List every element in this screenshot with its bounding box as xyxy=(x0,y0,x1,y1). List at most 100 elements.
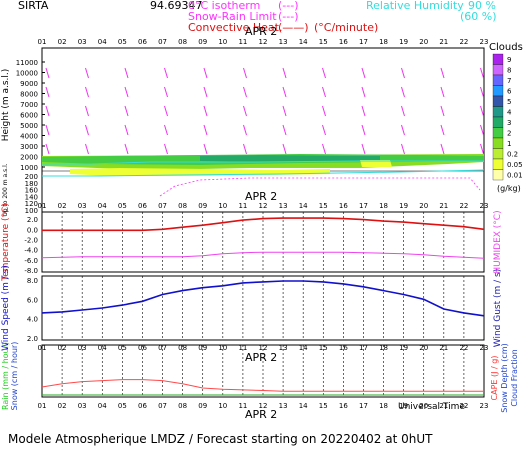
hour-label: 20 xyxy=(419,402,428,410)
hour-label: 03 xyxy=(78,344,87,352)
site-code: 94.69347 xyxy=(150,0,203,12)
hour-label: 01 xyxy=(38,38,47,46)
height-panel-frame xyxy=(41,47,485,213)
hour-label: 08 xyxy=(178,402,187,410)
hour-label: 16 xyxy=(339,344,348,352)
wind-barb xyxy=(361,143,366,155)
isotherm-label: 0°C isotherm xyxy=(188,0,260,12)
hour-label: 23 xyxy=(480,202,489,210)
hour-label: 12 xyxy=(259,344,268,352)
wind-barb xyxy=(401,105,405,117)
wind-barb xyxy=(45,143,50,155)
hour-label: 13 xyxy=(279,344,288,352)
hour-ticks-mid: 01 02 03 04 05 06 07 08 09 10 11 12 13 14 15 16 17 18 19 20… xyxy=(38,202,489,210)
wind-hour-lines xyxy=(61,276,465,340)
hour-label: 21 xyxy=(439,402,448,410)
height-tick-label: 8000 xyxy=(20,91,38,99)
hour-label: 05 xyxy=(118,344,127,352)
wind-barb xyxy=(124,86,129,98)
hour-label: 05 xyxy=(118,202,127,210)
wind-barb xyxy=(164,143,168,155)
rain-line xyxy=(41,379,484,392)
hour-label: 02 xyxy=(58,38,67,46)
rh-90: 90 % xyxy=(468,0,496,12)
clouds-scale-swatch xyxy=(492,85,504,97)
height-low-tick-label: 180 xyxy=(25,180,38,188)
wind-panel: 8.0 6.0 4.0 2.0 Wind Speed (m / s) Wind Gus… xyxy=(1,265,503,364)
hour-label: 16 xyxy=(339,202,348,210)
hour-label: 08 xyxy=(178,202,187,210)
clouds-scale-swatch xyxy=(492,74,504,86)
clouds-scale-swatch xyxy=(492,148,504,160)
hour-label: 20 xyxy=(419,344,428,352)
wind-barb xyxy=(243,143,247,155)
wind-barb xyxy=(124,143,129,155)
temperature-tick-label: 0.0 xyxy=(27,226,38,234)
wind-barb xyxy=(401,86,405,98)
hour-label: 10 xyxy=(218,202,227,210)
hour-label: 02 xyxy=(58,402,67,410)
height-tick-label: 7000 xyxy=(20,101,38,109)
wind-barb xyxy=(85,86,89,98)
hour-label: 11 xyxy=(238,344,247,352)
wind-barb xyxy=(45,105,50,117)
hour-label: 17 xyxy=(359,202,368,210)
temperature-line xyxy=(42,217,485,232)
clouds-scale-swatch xyxy=(492,95,504,107)
hour-label: 03 xyxy=(78,38,87,46)
wind-barb xyxy=(361,124,366,136)
hour-label: 22 xyxy=(459,344,468,352)
hour-label: 13 xyxy=(279,202,288,210)
wind-barb xyxy=(243,86,247,98)
height-low-tick-label: 140 xyxy=(25,193,38,201)
hour-label: 07 xyxy=(158,344,167,352)
hour-label: 03 xyxy=(78,202,87,210)
hour-label: 07 xyxy=(158,402,167,410)
hour-label: 10 xyxy=(218,402,227,410)
convective-unit: (°C/minute) xyxy=(314,21,378,34)
wind-barb xyxy=(401,143,405,155)
hour-label: 20 xyxy=(419,38,428,46)
temperature-tick-label: 2.0 xyxy=(27,216,38,224)
clouds-scale-label: 8 xyxy=(507,67,511,75)
height-low-tick-label: 100 xyxy=(25,207,38,215)
cloud-fraction-ylabel: Cloud Fraction xyxy=(510,349,519,406)
hour-label: 05 xyxy=(118,38,127,46)
wind-barb xyxy=(361,105,366,117)
height-tick-label: 11000 xyxy=(16,59,38,67)
clouds-scale-label: 2 xyxy=(507,130,511,138)
cloud-low-yellow-2 xyxy=(360,160,392,167)
hour-label: 06 xyxy=(138,202,147,210)
footer-title: Modele Atmospherique LMDZ / Forecast sta… xyxy=(8,432,433,446)
hour-label: 03 xyxy=(78,402,87,410)
date-label-mid: APR 2 xyxy=(245,190,277,203)
hour-label: 04 xyxy=(98,402,107,410)
hour-label: 18 xyxy=(379,38,388,46)
snow-ylabel: Snow (cm / hour) xyxy=(10,342,19,411)
hour-label: 11 xyxy=(238,402,247,410)
hour-label: 19 xyxy=(399,344,408,352)
clouds-scale-label: 0.2 xyxy=(507,151,518,159)
precip-panel: 01 02 03 04 05 06 07 08 09 10 11 12 13 14 15 16 17 18 19 20… xyxy=(1,342,519,421)
hour-label: 23 xyxy=(480,38,489,46)
clouds-scale: Clouds 9 8 7 6 5 4 3 2 1 0.2 0.05 0.01 (g/kg) xyxy=(489,42,523,193)
hour-label: 09 xyxy=(198,202,207,210)
clouds-scale-swatch xyxy=(492,127,504,139)
clouds-scale-label: 0.05 xyxy=(507,161,523,169)
height-tick-label: 2000 xyxy=(20,154,38,162)
wind-barb xyxy=(164,86,168,98)
height-low-tick-label: 120 xyxy=(25,200,38,208)
height-tick-label: 6000 xyxy=(20,112,38,120)
rh-contour-2 xyxy=(42,169,485,177)
cloud-layer xyxy=(42,154,485,197)
temperature-tick-label: -6.0 xyxy=(24,257,38,265)
height-tick-label: 9000 xyxy=(20,80,38,88)
cloud-band-core xyxy=(200,155,380,162)
temperature-yticks: 2.0 0.0 -2.0 -4.0 -6.0 -8.0 xyxy=(24,216,38,275)
hour-label: 20 xyxy=(419,202,428,210)
hour-label: 09 xyxy=(198,402,207,410)
height-low-tick-label: 200 xyxy=(25,173,38,181)
wind-barb xyxy=(282,143,287,155)
wind-barb xyxy=(440,124,445,136)
cape-ylabel: CAPE (J / g) xyxy=(490,356,499,401)
